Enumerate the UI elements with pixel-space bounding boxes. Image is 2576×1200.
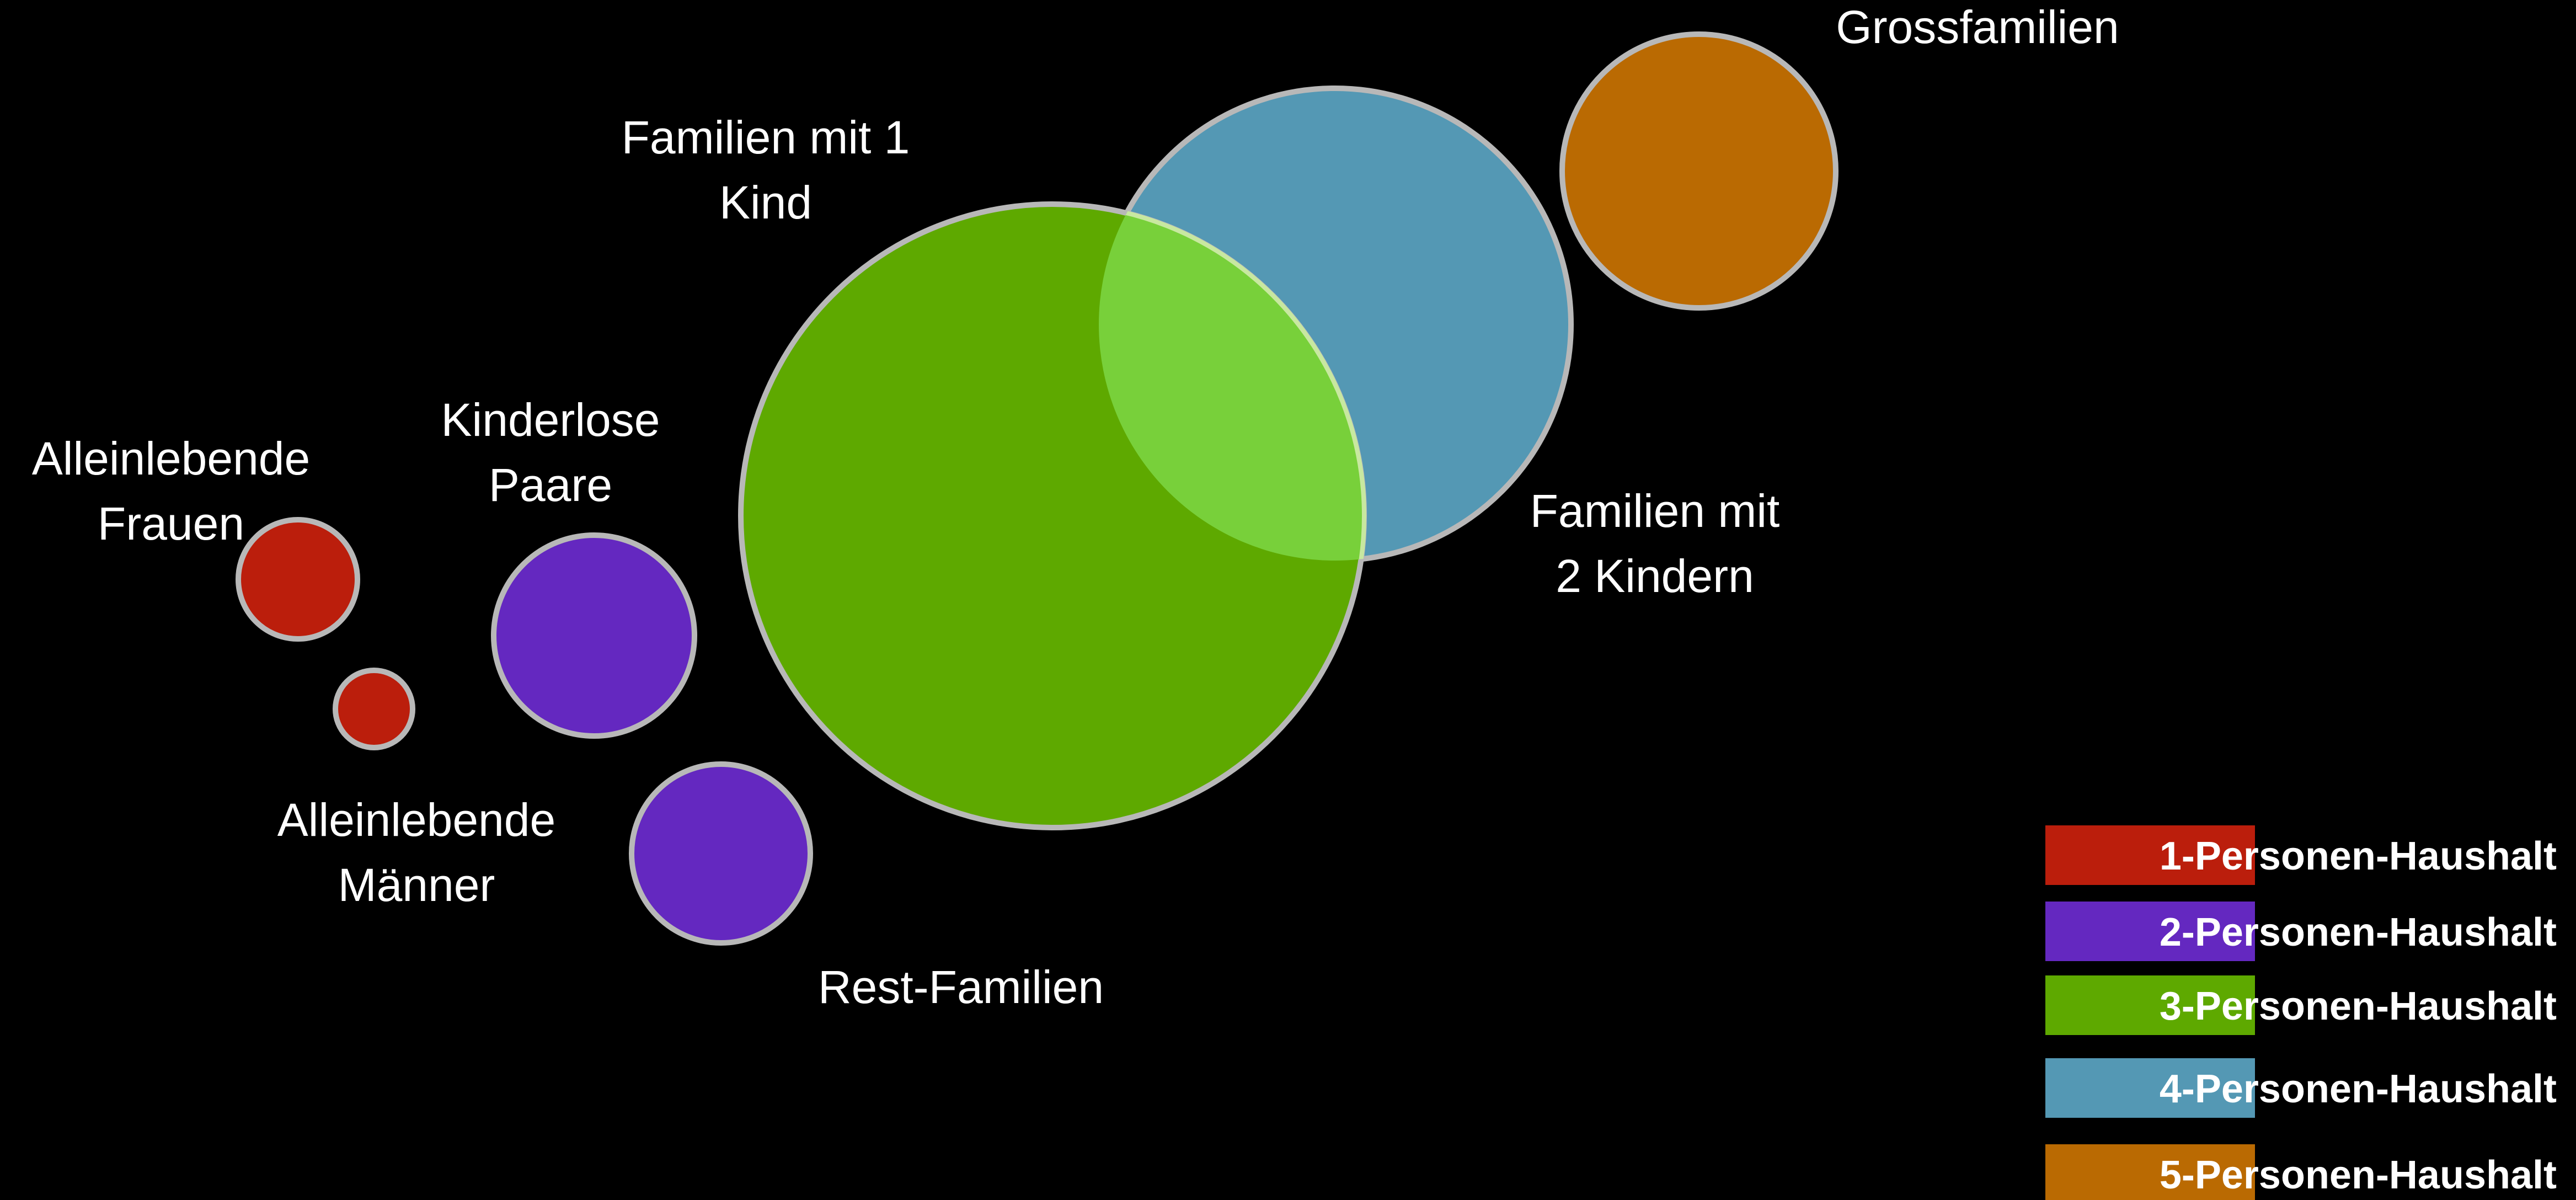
legend-label: 3-Personen-Haushalt bbox=[2160, 984, 2557, 1028]
bubble-rest-familien bbox=[629, 761, 813, 946]
label-kinderlose-paare: Kinderlose Paare bbox=[441, 394, 660, 511]
bubble-alleinlebende-frauen bbox=[236, 517, 360, 642]
label-alleinlebende-maenner: Alleinlebende Männer bbox=[277, 794, 555, 911]
label-alleinlebende-frauen: Alleinlebende Frauen bbox=[32, 433, 310, 550]
legend-swatch bbox=[2045, 825, 2255, 885]
legend: 1-Personen-Haushalt 2-Personen-Haushalt 3-… bbox=[2045, 825, 2557, 1200]
legend-label: 1-Personen-Haushalt bbox=[2160, 834, 2557, 878]
legend-label: 5-Personen-Haushalt bbox=[2160, 1153, 2557, 1197]
bubble-kinderlose-paare bbox=[491, 532, 697, 739]
legend-item-4: 4-Personen-Haushalt bbox=[2045, 1058, 2557, 1118]
bubble-group bbox=[236, 31, 1839, 946]
legend-swatch bbox=[2045, 902, 2255, 961]
legend-label: 2-Personen-Haushalt bbox=[2160, 910, 2557, 954]
legend-item-1: 1-Personen-Haushalt bbox=[2045, 825, 2557, 885]
bubble-overlap-3-4 bbox=[1099, 202, 1366, 561]
legend-swatch bbox=[2045, 1058, 2255, 1118]
label-familien-mit-2-kindern: Familien mit 2 Kindern bbox=[1530, 485, 1780, 602]
legend-label: 4-Personen-Haushalt bbox=[2160, 1067, 2557, 1111]
bubble-alleinlebende-maenner bbox=[333, 668, 415, 750]
legend-item-3: 3-Personen-Haushalt bbox=[2045, 975, 2557, 1035]
label-familien-mit-1-kind: Familien mit 1 Kind bbox=[622, 111, 910, 228]
legend-item-5: 5-Personen-Haushalt bbox=[2045, 1144, 2557, 1200]
label-rest-familien: Rest-Familien bbox=[818, 961, 1104, 1013]
legend-swatch bbox=[2045, 1144, 2255, 1200]
bubble-label-group: Alleinlebende Frauen Alleinlebende Männer Ki… bbox=[32, 1, 2119, 1013]
label-grossfamilien: Grossfamilien bbox=[1836, 1, 2119, 53]
legend-item-2: 2-Personen-Haushalt bbox=[2045, 902, 2557, 961]
legend-swatch bbox=[2045, 975, 2255, 1035]
bubble-grossfamilien bbox=[1559, 31, 1839, 311]
